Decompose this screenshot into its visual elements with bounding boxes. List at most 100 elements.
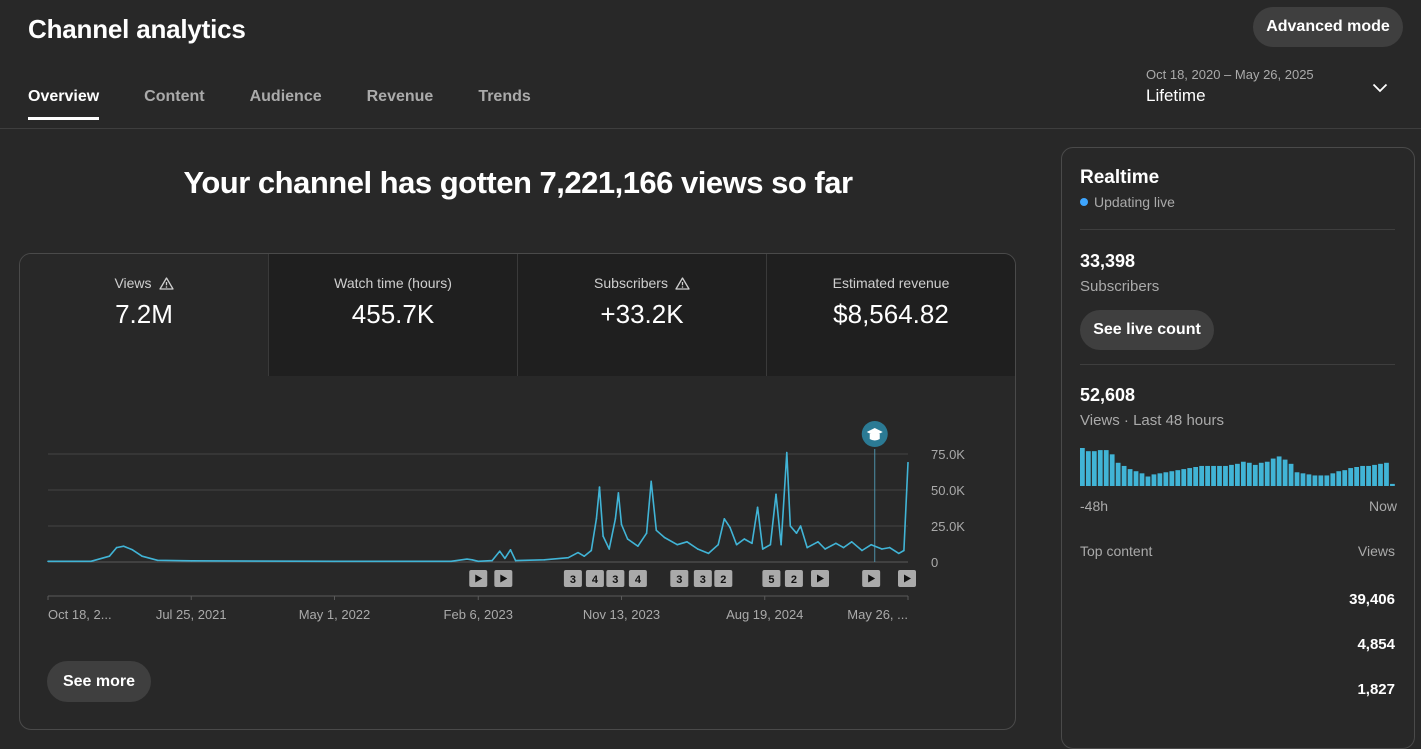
realtime-bar xyxy=(1336,471,1342,486)
data-point xyxy=(471,559,473,561)
realtime-bar xyxy=(1181,469,1187,486)
realtime-bar xyxy=(1145,476,1151,486)
realtime-bar xyxy=(1211,465,1216,486)
video-marker[interactable] xyxy=(898,570,916,587)
data-point xyxy=(466,558,468,560)
realtime-bar xyxy=(1103,450,1109,486)
video-marker[interactable] xyxy=(469,570,488,587)
realtime-bar xyxy=(1330,473,1336,486)
realtime-bar xyxy=(1270,458,1276,486)
data-point xyxy=(608,548,611,550)
divider xyxy=(1080,364,1395,365)
realtime-bar xyxy=(1175,470,1181,486)
top-content-row[interactable]: 4,854 xyxy=(1080,636,1395,656)
views-headline: Your channel has gotten 7,221,166 views … xyxy=(183,165,853,200)
date-range-dates: Oct 18, 2020 – May 26, 2025 xyxy=(1146,67,1314,82)
tab-revenue[interactable]: Revenue xyxy=(366,88,434,105)
tab-trends[interactable]: Trends xyxy=(478,88,531,105)
metric-watch-time[interactable]: Watch time (hours) 455.7K xyxy=(268,254,517,376)
warning-icon xyxy=(158,276,174,290)
video-marker[interactable] xyxy=(811,570,830,587)
data-point xyxy=(122,545,125,547)
realtime-bar xyxy=(1372,464,1377,486)
video-marker[interactable]: 3 xyxy=(606,570,625,587)
realtime-bar xyxy=(1163,472,1169,486)
data-point xyxy=(141,555,143,558)
video-marker[interactable]: 2 xyxy=(714,570,733,587)
top-views-label: Views xyxy=(1357,543,1395,559)
video-marker[interactable] xyxy=(494,570,513,587)
video-marker[interactable]: 2 xyxy=(784,570,803,587)
data-point xyxy=(769,543,772,546)
x-tick-label: Aug 19, 2024 xyxy=(726,607,803,622)
top-content-header: Top content Views xyxy=(1080,543,1395,559)
see-more-button[interactable]: See more xyxy=(47,661,151,702)
realtime-bar xyxy=(1378,463,1383,486)
x-tick-label: May 1, 2022 xyxy=(299,607,371,622)
data-point xyxy=(645,532,648,534)
realtime-bar xyxy=(1109,454,1115,486)
y-tick-label: 0 xyxy=(931,555,938,570)
data-point xyxy=(595,518,598,520)
play-icon xyxy=(868,574,876,583)
data-point xyxy=(190,560,193,562)
data-point xyxy=(799,525,802,527)
metric-revenue[interactable]: Estimated revenue $8,564.82 xyxy=(766,254,1015,376)
data-point xyxy=(577,551,579,554)
tab-overview[interactable]: Overview xyxy=(28,88,100,120)
video-marker[interactable]: 3 xyxy=(670,570,689,587)
metric-tabs: Views 7.2M Watch time (hours) 455.7K Sub… xyxy=(20,254,1015,376)
realtime-bar xyxy=(1360,465,1365,486)
play-icon xyxy=(500,574,508,583)
video-marker-count: 3 xyxy=(570,574,576,586)
see-live-count-button[interactable]: See live count xyxy=(1080,310,1214,350)
data-point xyxy=(620,523,623,526)
video-marker[interactable] xyxy=(862,570,881,587)
data-point xyxy=(897,552,900,555)
video-marker[interactable]: 4 xyxy=(585,570,604,587)
video-marker[interactable]: 4 xyxy=(628,570,647,587)
date-range-label: Lifetime xyxy=(1146,86,1206,105)
tab-content[interactable]: Content xyxy=(144,88,205,105)
metric-views[interactable]: Views 7.2M xyxy=(20,254,268,376)
metric-subscribers[interactable]: Subscribers +33.2K xyxy=(517,254,766,376)
realtime-bar xyxy=(1342,470,1348,486)
data-point xyxy=(491,559,493,562)
data-point xyxy=(888,546,891,549)
video-marker[interactable]: 3 xyxy=(563,570,582,587)
video-marker[interactable]: 5 xyxy=(762,570,781,587)
x-tick-label: Nov 13, 2023 xyxy=(583,607,660,622)
data-point xyxy=(824,548,826,550)
data-point xyxy=(655,529,658,532)
divider xyxy=(1080,229,1395,230)
tab-bar: Overview Content Audience Revenue Trends xyxy=(28,88,576,120)
data-point xyxy=(602,535,604,537)
top-content-row[interactable]: 39,406 xyxy=(1080,591,1395,611)
video-marker[interactable]: 3 xyxy=(693,570,712,587)
realtime-bar xyxy=(1193,467,1199,486)
realtime-bar xyxy=(1199,465,1205,486)
advanced-mode-button[interactable]: Advanced mode xyxy=(1253,7,1403,47)
live-status: Updating live xyxy=(1080,194,1175,210)
subscriber-count: 33,398 xyxy=(1080,251,1136,271)
data-point xyxy=(567,556,570,559)
data-point xyxy=(583,555,585,558)
top-content-row[interactable]: 1,827 xyxy=(1080,681,1395,701)
metric-label: Watch time (hours) xyxy=(334,275,452,291)
data-point xyxy=(789,525,792,527)
metric-value: $8,564.82 xyxy=(833,299,949,329)
realtime-bar xyxy=(1121,465,1127,486)
realtime-bar xyxy=(1252,464,1258,486)
y-tick-label: 75.0K xyxy=(931,447,965,462)
realtime-bar xyxy=(1366,465,1371,486)
top-content-label: Top content xyxy=(1080,543,1153,559)
chevron-down-icon xyxy=(1372,80,1388,98)
realtime-bar xyxy=(1151,474,1157,486)
date-range-picker[interactable]: Oct 18, 2020 – May 26, 2025 Lifetime xyxy=(1146,67,1406,113)
metric-value: 7.2M xyxy=(115,299,173,329)
bar-axis-end: Now xyxy=(1368,498,1397,514)
realtime-bar xyxy=(1300,473,1306,486)
data-point xyxy=(504,557,506,560)
data-point xyxy=(729,526,731,529)
tab-audience[interactable]: Audience xyxy=(249,88,322,105)
